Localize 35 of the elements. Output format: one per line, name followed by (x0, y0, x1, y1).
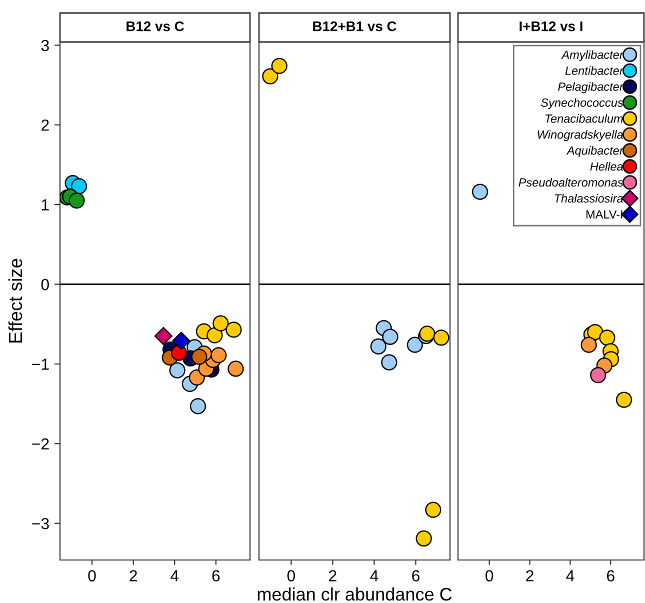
legend-label: Pseudoalteromonas (518, 178, 624, 187)
y-axis-title: Effect size (8, 258, 22, 343)
legend-label: Thalassiosira (554, 194, 623, 203)
chart-title: B12+B1 vs C (313, 21, 396, 32)
y-tick-label: 3 (41, 40, 49, 52)
legend-label: Tenacibaculum (545, 114, 623, 123)
legend-label: Pelagibacter (558, 82, 624, 94)
y-tick-label: −2 (32, 438, 49, 450)
legend-label: Lentibacter (565, 66, 624, 75)
legend-label: Synechococcus (540, 98, 624, 110)
chart-title: I+B12 vs I (520, 21, 582, 32)
x-tick-label: 2 (526, 570, 534, 582)
y-tick-label: −1 (32, 358, 49, 370)
x-tick-label: 2 (130, 570, 137, 582)
x-tick-label: 4 (170, 570, 179, 582)
x-tick-label: 0 (486, 570, 494, 582)
x-tick-label: 4 (370, 570, 378, 582)
y-tick-label: 0 (41, 278, 49, 290)
y-tick-label: 1 (42, 199, 49, 210)
x-tick-label: 0 (287, 570, 295, 582)
legend-label: Amylibacter (561, 50, 624, 62)
x-tick-label: 4 (566, 570, 574, 582)
y-tick-label: −3 (32, 518, 49, 530)
y-tick-label: 2 (42, 120, 49, 131)
legend-label: Winogradskyella (538, 130, 623, 142)
x-axis-title: median clr abundance C (258, 587, 452, 601)
legend-label: Aquibacter (566, 146, 624, 158)
legend-label: MALV-I (586, 210, 622, 218)
chart-title: B12 vs C (126, 21, 184, 32)
x-tick-label: 6 (212, 570, 220, 582)
x-tick-label: 2 (329, 570, 336, 582)
x-tick-label: 0 (88, 570, 96, 582)
legend-label: Hellea (590, 162, 623, 171)
x-tick-label: 6 (607, 570, 614, 582)
x-tick-label: 6 (412, 570, 420, 582)
